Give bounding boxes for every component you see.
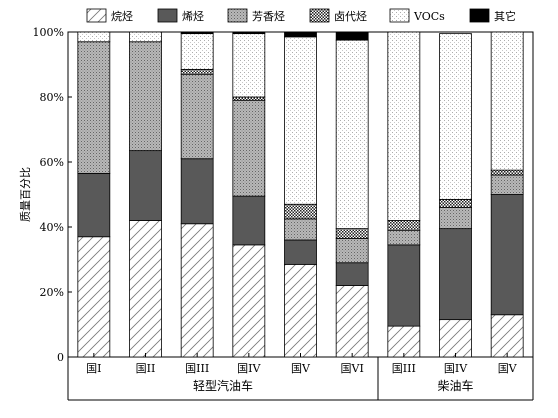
bar-segment	[335, 262, 369, 286]
legend-swatch	[469, 8, 490, 23]
bar-segment	[284, 203, 317, 220]
x-tick-label: 国IV	[237, 362, 261, 375]
legend-swatch	[157, 8, 178, 23]
bar-segment	[284, 239, 317, 265]
bar-segment	[284, 263, 317, 358]
bar-segment	[180, 68, 214, 75]
bar-segment	[335, 39, 369, 230]
bar-segment	[129, 41, 162, 152]
bar-segment	[490, 314, 524, 358]
bar-segment	[180, 33, 214, 70]
bar-segment	[232, 33, 266, 98]
x-tick-label: 国V	[498, 362, 518, 375]
y-tick-label: 0	[57, 351, 64, 364]
x-tick-label: 国V	[291, 362, 311, 375]
bar-segment	[387, 31, 421, 221]
bar-segment	[387, 220, 421, 231]
group-label: 柴油车	[437, 378, 473, 393]
bar-segment	[439, 319, 472, 358]
legend-swatch	[309, 8, 330, 23]
legend-label: 卤代烃	[334, 10, 367, 23]
bar-segment	[180, 31, 214, 35]
legend-swatch	[86, 8, 107, 23]
bar-segment	[387, 325, 421, 358]
bar-segment	[335, 237, 369, 264]
x-tick-label: 国VI	[341, 362, 364, 375]
bar-segment	[180, 158, 214, 225]
category-groups: 轻型汽油车 柴油车	[67, 357, 534, 401]
bar-segment	[335, 285, 369, 358]
y-tick-label: 80%	[40, 91, 64, 104]
x-tick-label: 国I	[86, 362, 101, 375]
x-tick-label: 国III	[185, 362, 209, 375]
y-tick-label: 100%	[33, 26, 64, 39]
bar-segment	[439, 198, 472, 208]
bar-segment	[387, 229, 421, 246]
bar-segment	[439, 33, 472, 200]
bar-segment	[129, 150, 162, 221]
bar-segment	[232, 96, 266, 101]
y-tick-label: 20%	[40, 286, 64, 299]
legend-swatch	[227, 8, 248, 23]
legend-label: 烯烃	[182, 10, 204, 23]
bar-segment	[284, 218, 317, 241]
bar-segment	[439, 228, 472, 321]
bar-segment	[335, 228, 369, 239]
legend: 烷烃 烯烃 芳香烃 卤代烃 VOCs 其它	[86, 8, 516, 23]
bar-segment	[490, 31, 524, 171]
bar-segment	[490, 174, 524, 195]
y-tick-label: 40%	[40, 221, 64, 234]
bar-segment	[284, 36, 317, 205]
legend-label: 芳香烃	[252, 9, 285, 23]
bar-segment	[129, 31, 162, 43]
bar-segment	[180, 73, 214, 160]
legend-label: 烷烃	[111, 9, 133, 23]
bar-segment	[129, 220, 162, 358]
bar-segment	[490, 169, 524, 176]
bar-segment	[284, 31, 317, 38]
legend-swatch	[389, 8, 410, 23]
bar-segment	[232, 244, 266, 358]
bar-segment	[335, 31, 369, 41]
bar-segment	[77, 31, 111, 43]
bar-segment	[77, 172, 111, 238]
bar-segment	[77, 41, 111, 174]
bar-segment	[439, 207, 472, 230]
y-axis-title: 质量百分比	[19, 167, 32, 222]
bar-segment	[232, 31, 266, 35]
bars	[77, 31, 524, 358]
y-tick-label: 60%	[40, 156, 64, 169]
bar-segment	[387, 244, 421, 327]
legend-label: VOCs	[413, 10, 445, 23]
bar-segment	[490, 194, 524, 316]
bar-segment	[180, 223, 214, 358]
x-tick-label: 国II	[136, 362, 156, 375]
x-tick-label: 国IV	[444, 362, 468, 375]
bar-segment	[232, 99, 266, 197]
bar-segment	[77, 236, 111, 358]
bar-segment	[232, 195, 266, 246]
x-tick-label: 国III	[392, 362, 416, 375]
group-label: 轻型汽油车	[193, 378, 253, 393]
x-axis: 国I 国II 国III 国IV 国V 国VI 国III 国IV 国V	[86, 353, 518, 375]
legend-label: 其它	[494, 9, 516, 23]
